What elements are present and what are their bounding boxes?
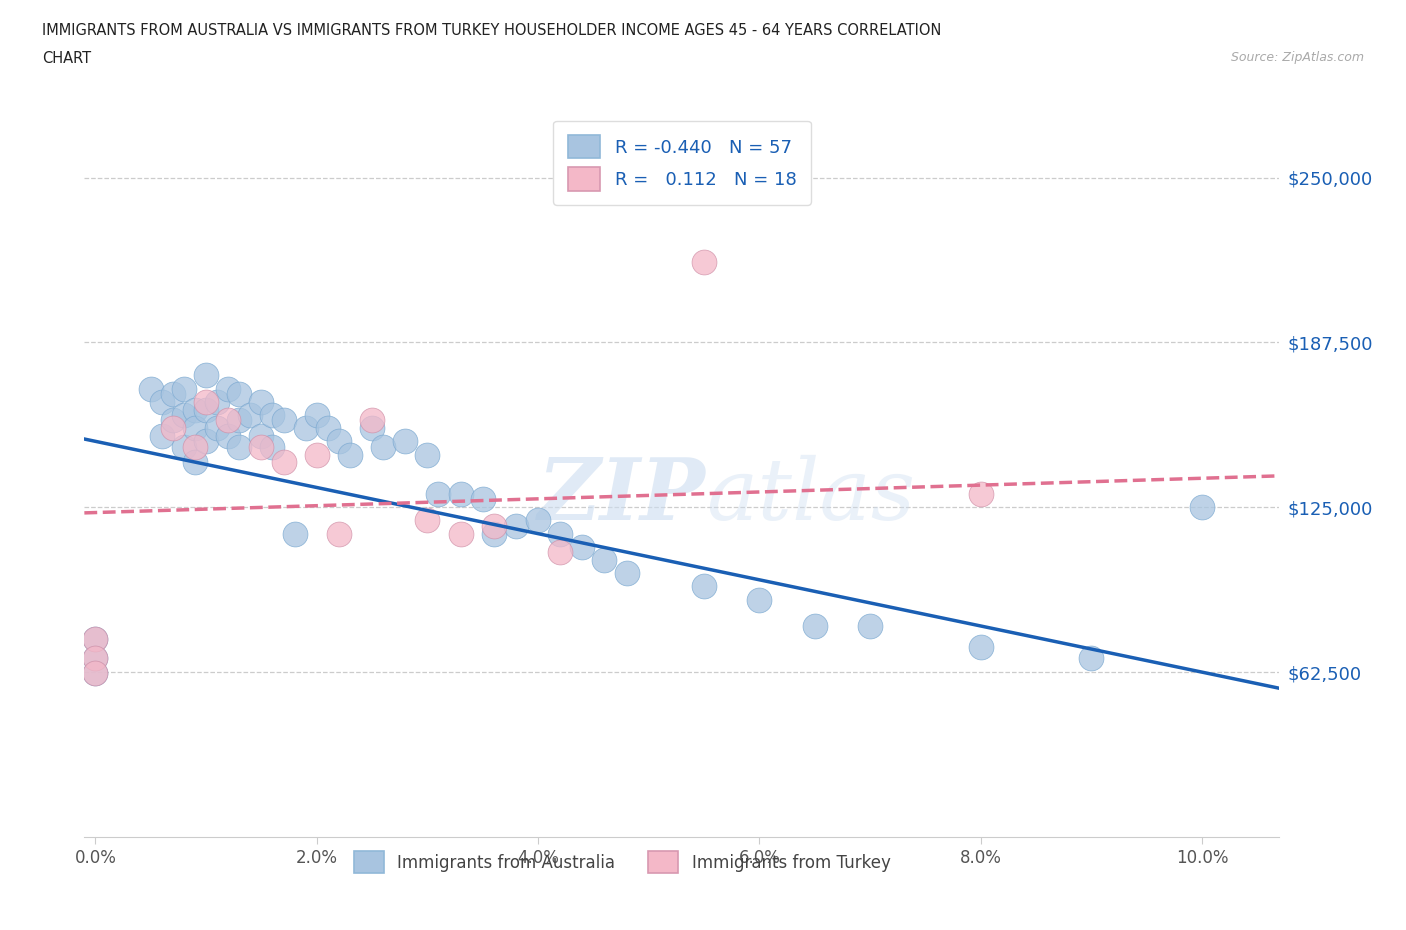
Point xyxy=(859,618,882,633)
Point xyxy=(84,631,107,646)
Point xyxy=(150,394,173,409)
Text: IMMIGRANTS FROM AUSTRALIA VS IMMIGRANTS FROM TURKEY HOUSEHOLDER INCOME AGES 45 -: IMMIGRANTS FROM AUSTRALIA VS IMMIGRANTS … xyxy=(42,23,942,38)
Point xyxy=(803,618,825,633)
Point xyxy=(294,420,316,435)
Point xyxy=(184,403,207,418)
Point xyxy=(184,420,207,435)
Point xyxy=(693,255,716,270)
Point xyxy=(84,631,107,646)
Point xyxy=(328,526,350,541)
Point xyxy=(482,526,505,541)
Point xyxy=(84,666,107,681)
Point xyxy=(361,413,384,428)
Point xyxy=(571,539,593,554)
Text: atlas: atlas xyxy=(706,455,915,538)
Point xyxy=(416,447,439,462)
Point xyxy=(150,429,173,444)
Point xyxy=(250,429,273,444)
Point xyxy=(250,394,273,409)
Point xyxy=(505,518,527,533)
Point xyxy=(162,413,184,428)
Point xyxy=(239,407,262,422)
Point xyxy=(84,666,107,681)
Point xyxy=(548,526,571,541)
Point xyxy=(548,545,571,560)
Point xyxy=(482,518,505,533)
Point xyxy=(416,513,439,528)
Text: Source: ZipAtlas.com: Source: ZipAtlas.com xyxy=(1230,51,1364,64)
Point xyxy=(305,407,328,422)
Point xyxy=(394,434,416,449)
Point xyxy=(373,439,395,454)
Point xyxy=(339,447,361,462)
Point xyxy=(361,420,384,435)
Point xyxy=(748,592,770,607)
Legend: Immigrants from Australia, Immigrants from Turkey: Immigrants from Australia, Immigrants fr… xyxy=(347,844,897,880)
Point xyxy=(217,429,239,444)
Point xyxy=(262,407,284,422)
Point xyxy=(195,434,218,449)
Point xyxy=(195,394,218,409)
Point xyxy=(217,381,239,396)
Text: ZIP: ZIP xyxy=(538,455,706,538)
Text: CHART: CHART xyxy=(42,51,91,66)
Point xyxy=(273,455,295,470)
Point xyxy=(205,394,228,409)
Point xyxy=(84,650,107,665)
Point xyxy=(184,439,207,454)
Point xyxy=(162,386,184,401)
Point xyxy=(273,413,295,428)
Point xyxy=(471,492,494,507)
Point xyxy=(693,579,716,594)
Point xyxy=(427,486,450,501)
Point xyxy=(195,403,218,418)
Point xyxy=(139,381,162,396)
Point xyxy=(217,413,239,428)
Point xyxy=(228,413,250,428)
Point xyxy=(970,640,993,655)
Point xyxy=(250,439,273,454)
Point xyxy=(84,650,107,665)
Point xyxy=(173,381,195,396)
Point xyxy=(1191,499,1213,514)
Point xyxy=(173,407,195,422)
Point xyxy=(173,439,195,454)
Point xyxy=(1080,650,1102,665)
Point xyxy=(228,439,250,454)
Point xyxy=(450,526,472,541)
Point xyxy=(328,434,350,449)
Point xyxy=(228,386,250,401)
Point xyxy=(305,447,328,462)
Point xyxy=(284,526,307,541)
Point xyxy=(184,455,207,470)
Point xyxy=(205,420,228,435)
Point xyxy=(970,486,993,501)
Point xyxy=(162,420,184,435)
Point xyxy=(593,552,616,567)
Point xyxy=(316,420,339,435)
Point xyxy=(527,513,550,528)
Point xyxy=(450,486,472,501)
Point xyxy=(195,368,218,383)
Point xyxy=(616,565,638,580)
Point xyxy=(262,439,284,454)
